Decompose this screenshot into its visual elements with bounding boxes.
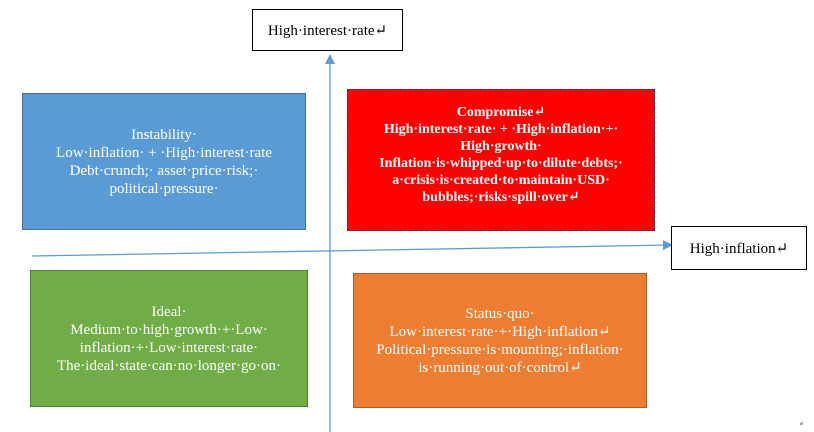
quadrant-compromise: Compromise↵ High·interest·rate· + ·High·… [347,89,655,231]
quadrant-title: Compromise↵ [456,105,546,120]
quadrant-line: Low·inflation· + ·High·interest·rate [56,144,272,161]
corner-mark: ⸗ [800,418,803,428]
quadrant-line: Inflation·is·whipped·up·to·dilute·debts;… [379,156,623,171]
quadrant-line: The·ideal·state·can·no·longer·go·on· [56,357,282,374]
quadrant-line: political·pressure· [109,180,219,197]
quadrant-line: High·interest·rate· + ·High·inflation·+· [383,122,619,137]
quadrant-line: bubbles;·risks·spill·over↵ [422,190,580,205]
quadrant-line: a·crisis·is·created·to·maintain·USD· [392,173,610,188]
y-axis-label: High·interest·rate↵ [252,9,403,51]
quadrant-ideal: Ideal· Medium·to·high·growth·+·Low· infl… [30,270,308,407]
x-axis-label: High·inflation↵ [671,226,807,270]
quadrant-title: Instability· [131,126,197,143]
quadrant-status-quo: Status·quo· Low·interest·rate·+·High·inf… [353,273,647,408]
quadrant-title: Ideal· [151,303,187,320]
quadrant-line: Low·interest·rate·+·High·inflation↵ [389,323,611,340]
quadrant-line: Debt·crunch;· asset·price·risk;· [69,162,259,179]
quadrant-line: Political·pressure·is·mounting;·inflatio… [376,341,624,358]
quadrant-line: High·growth· [460,139,542,154]
quadrant-line: Medium·to·high·growth·+·Low· [70,321,268,338]
quadrant-line: is·running·out·of·control↵ [418,359,582,376]
y-axis-label-text: High·interest·rate↵ [267,22,388,39]
quadrant-line: inflation·+·Low·interest·rate· [79,339,259,356]
quadrant-instability: Instability· Low·inflation· + ·High·inte… [22,93,306,230]
x-axis-label-text: High·inflation↵ [689,240,789,257]
x-axis [31,240,673,257]
quadrant-title: Status·quo· [465,305,535,322]
